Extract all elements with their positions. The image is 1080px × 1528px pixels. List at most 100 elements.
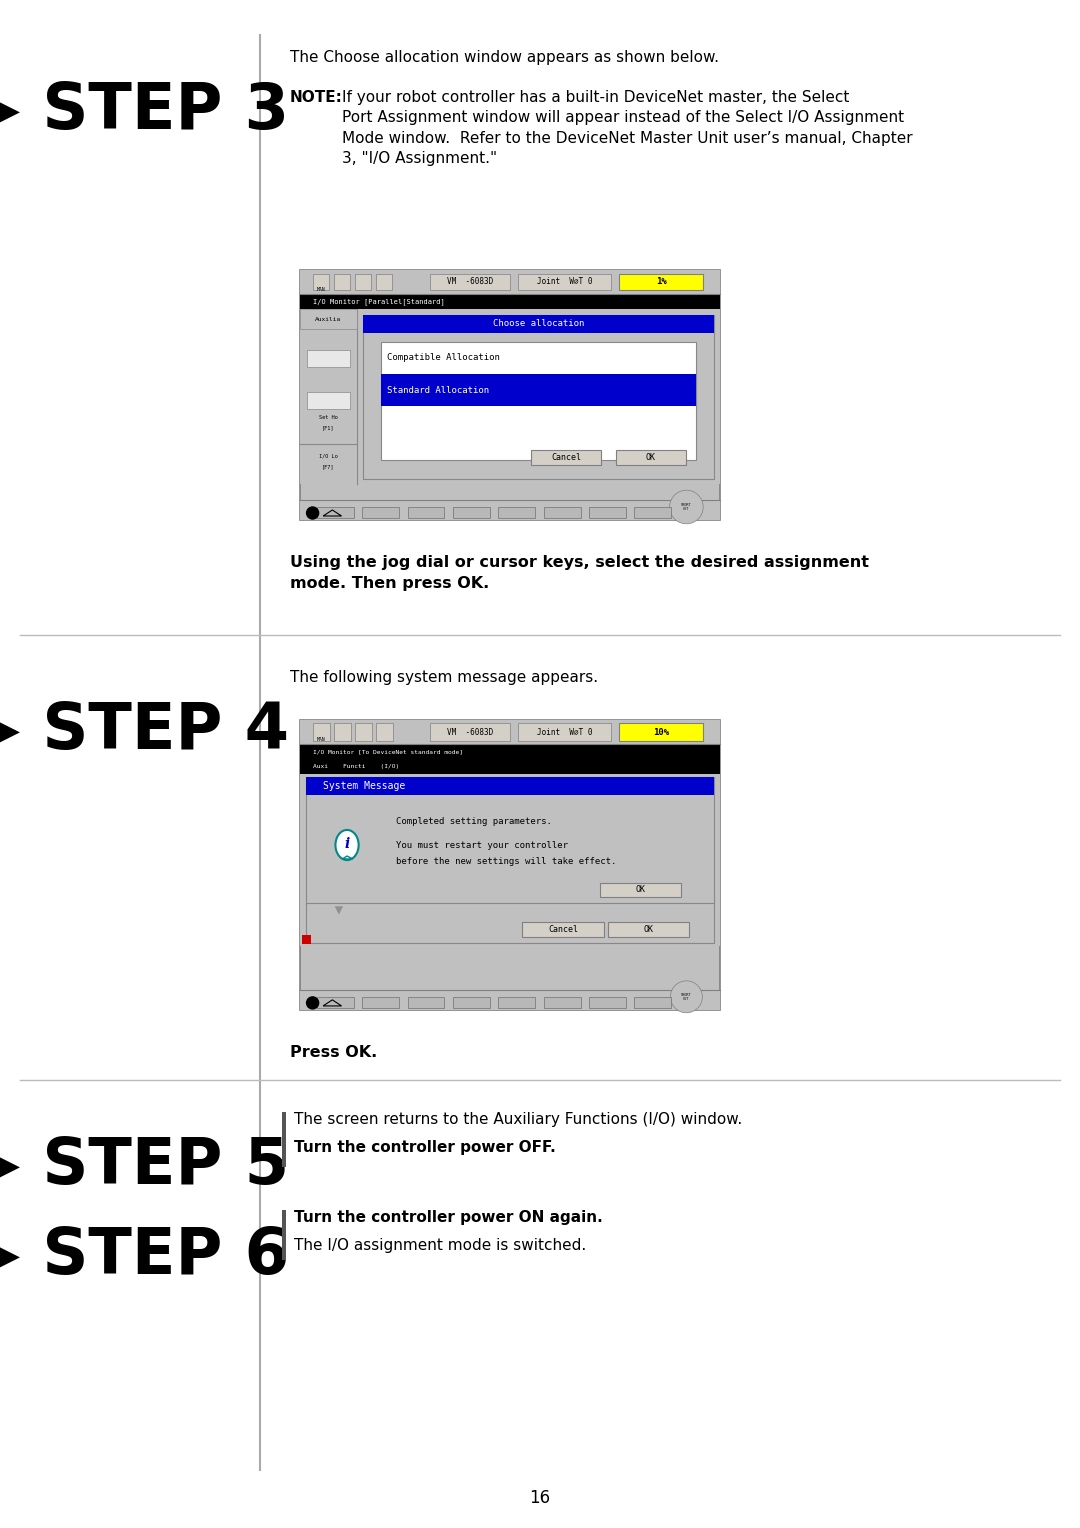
Bar xyxy=(498,507,536,518)
Bar xyxy=(307,778,714,943)
Text: [F1]: [F1] xyxy=(322,426,335,431)
Bar xyxy=(518,274,611,290)
Text: Cancel: Cancel xyxy=(552,454,581,461)
Text: ▶ STEP 6: ▶ STEP 6 xyxy=(0,1224,289,1287)
Bar xyxy=(307,778,714,795)
Bar xyxy=(453,996,490,1007)
Bar xyxy=(307,391,350,410)
Bar xyxy=(599,883,681,897)
Text: I/O Monitor [To DeviceNet standard mode]: I/O Monitor [To DeviceNet standard mode] xyxy=(312,750,462,755)
Bar xyxy=(300,720,720,744)
Text: Press OK.: Press OK. xyxy=(291,1045,377,1060)
Bar xyxy=(380,374,697,406)
Text: SHORT
CUT: SHORT CUT xyxy=(681,993,691,1001)
Text: Compatible Allocation: Compatible Allocation xyxy=(387,353,499,362)
Bar xyxy=(300,759,720,773)
Bar xyxy=(312,723,329,741)
Bar xyxy=(619,274,703,290)
Bar xyxy=(498,996,536,1007)
Text: The Choose allocation window appears as shown below.: The Choose allocation window appears as … xyxy=(291,50,719,66)
Text: I/O Lo: I/O Lo xyxy=(319,454,338,458)
Text: Turn the controller power OFF.: Turn the controller power OFF. xyxy=(294,1140,556,1155)
Bar xyxy=(430,274,510,290)
Bar xyxy=(312,274,329,290)
Text: Choose allocation: Choose allocation xyxy=(492,319,584,329)
Bar xyxy=(316,507,354,518)
Text: Turn the controller power ON again.: Turn the controller power ON again. xyxy=(294,1210,603,1225)
Text: SRORT
CUT: SRORT CUT xyxy=(681,503,691,512)
Text: VM  -6083D: VM -6083D xyxy=(447,727,494,736)
Bar xyxy=(589,507,626,518)
Bar xyxy=(376,274,392,290)
Bar xyxy=(543,996,581,1007)
Bar xyxy=(300,270,720,293)
Polygon shape xyxy=(342,856,353,859)
Bar xyxy=(300,309,356,330)
Text: Cancel: Cancel xyxy=(548,924,578,934)
Text: MAN: MAN xyxy=(316,287,325,292)
Text: Using the jog dial or cursor keys, select the desired assignment
mode. Then pres: Using the jog dial or cursor keys, selec… xyxy=(291,555,869,591)
Text: OK: OK xyxy=(635,885,646,894)
Bar xyxy=(531,451,602,465)
Bar xyxy=(334,723,351,741)
Bar xyxy=(407,996,445,1007)
Text: ▶ STEP 4: ▶ STEP 4 xyxy=(0,698,289,761)
Text: i: i xyxy=(345,837,350,851)
Bar xyxy=(316,996,354,1007)
Text: OK: OK xyxy=(646,454,656,461)
Text: Auxilia: Auxilia xyxy=(315,316,341,322)
Bar xyxy=(300,309,720,484)
Bar xyxy=(376,723,393,741)
Text: Joint  W∅T 0: Joint W∅T 0 xyxy=(537,278,592,286)
Bar xyxy=(453,507,490,518)
Circle shape xyxy=(306,506,320,520)
Bar xyxy=(302,935,311,944)
Bar xyxy=(300,293,720,309)
Bar xyxy=(619,723,703,741)
Bar xyxy=(362,996,400,1007)
Bar xyxy=(589,996,626,1007)
Text: [F7]: [F7] xyxy=(322,465,335,469)
Bar xyxy=(430,723,510,741)
Bar xyxy=(616,451,686,465)
Text: You must restart your controller: You must restart your controller xyxy=(396,840,568,850)
Text: ▶ STEP 5: ▶ STEP 5 xyxy=(0,1134,289,1196)
Text: Standard Allocation: Standard Allocation xyxy=(387,385,488,394)
Text: before the new settings will take effect.: before the new settings will take effect… xyxy=(396,857,617,866)
Text: The following system message appears.: The following system message appears. xyxy=(291,669,598,685)
Bar xyxy=(300,744,720,759)
Bar xyxy=(307,350,350,367)
Bar xyxy=(354,723,372,741)
Bar xyxy=(300,773,720,946)
Text: I/O Monitor [Parallel[Standard]: I/O Monitor [Parallel[Standard] xyxy=(312,298,444,306)
Bar xyxy=(380,342,697,460)
Circle shape xyxy=(671,981,702,1013)
Bar xyxy=(608,923,689,937)
Bar xyxy=(634,507,672,518)
Text: NOTE:: NOTE: xyxy=(291,90,342,105)
Text: The I/O assignment mode is switched.: The I/O assignment mode is switched. xyxy=(294,1238,586,1253)
Text: 16: 16 xyxy=(529,1488,551,1507)
Bar xyxy=(300,500,720,520)
Bar xyxy=(282,1210,286,1261)
Text: MAN: MAN xyxy=(316,736,325,743)
Text: If your robot controller has a built-in DeviceNet master, the Select
Port Assign: If your robot controller has a built-in … xyxy=(342,90,913,167)
Text: The screen returns to the Auxiliary Functions (I/O) window.: The screen returns to the Auxiliary Func… xyxy=(294,1112,742,1128)
Bar xyxy=(300,270,720,520)
Bar xyxy=(363,315,714,478)
Bar xyxy=(407,507,445,518)
Circle shape xyxy=(306,996,320,1010)
Text: ▶ STEP 3: ▶ STEP 3 xyxy=(0,79,289,141)
Text: Joint  W∅T 0: Joint W∅T 0 xyxy=(537,727,592,736)
Text: OK: OK xyxy=(644,924,653,934)
Text: VM  -6083D: VM -6083D xyxy=(447,278,494,286)
Bar xyxy=(300,990,720,1010)
Circle shape xyxy=(670,490,703,524)
Bar xyxy=(363,315,714,333)
Text: 10%: 10% xyxy=(653,727,670,736)
Text: System Message: System Message xyxy=(323,781,405,792)
Bar xyxy=(300,309,356,484)
Bar xyxy=(523,923,604,937)
Text: Set Ho: Set Ho xyxy=(319,416,338,420)
Polygon shape xyxy=(335,906,343,915)
